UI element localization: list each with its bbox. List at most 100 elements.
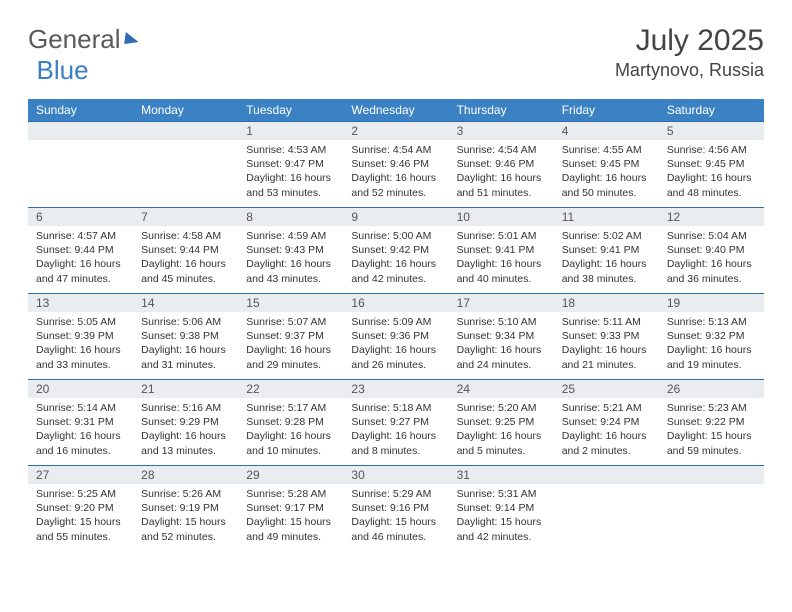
calendar-cell: 20Sunrise: 5:14 AMSunset: 9:31 PMDayligh… [28, 380, 133, 466]
day-details: Sunrise: 4:56 AMSunset: 9:45 PMDaylight:… [659, 140, 764, 206]
day-number: 12 [659, 208, 764, 226]
day-details: Sunrise: 5:07 AMSunset: 9:37 PMDaylight:… [238, 312, 343, 378]
calendar-row: 1Sunrise: 4:53 AMSunset: 9:47 PMDaylight… [28, 122, 764, 208]
calendar-cell: 30Sunrise: 5:29 AMSunset: 9:16 PMDayligh… [343, 466, 448, 552]
triangle-icon [124, 32, 140, 44]
calendar-cell: 19Sunrise: 5:13 AMSunset: 9:32 PMDayligh… [659, 294, 764, 380]
weekday-header: Monday [133, 99, 238, 122]
day-details: Sunrise: 5:26 AMSunset: 9:19 PMDaylight:… [133, 484, 238, 550]
weekday-header: Sunday [28, 99, 133, 122]
day-details: Sunrise: 4:59 AMSunset: 9:43 PMDaylight:… [238, 226, 343, 292]
calendar-row: 20Sunrise: 5:14 AMSunset: 9:31 PMDayligh… [28, 380, 764, 466]
day-number: 21 [133, 380, 238, 398]
day-number: 4 [554, 122, 659, 140]
day-details: Sunrise: 5:06 AMSunset: 9:38 PMDaylight:… [133, 312, 238, 378]
day-number: 17 [449, 294, 554, 312]
month-title: July 2025 [615, 24, 764, 58]
calendar-cell: 3Sunrise: 4:54 AMSunset: 9:46 PMDaylight… [449, 122, 554, 208]
day-details: Sunrise: 4:57 AMSunset: 9:44 PMDaylight:… [28, 226, 133, 292]
calendar: SundayMondayTuesdayWednesdayThursdayFrid… [28, 99, 764, 552]
day-details: Sunrise: 5:11 AMSunset: 9:33 PMDaylight:… [554, 312, 659, 378]
calendar-row: 27Sunrise: 5:25 AMSunset: 9:20 PMDayligh… [28, 466, 764, 552]
day-details: Sunrise: 5:31 AMSunset: 9:14 PMDaylight:… [449, 484, 554, 550]
brand-part1: General [28, 24, 121, 55]
weekday-header: Friday [554, 99, 659, 122]
weekday-header: Saturday [659, 99, 764, 122]
day-number: 13 [28, 294, 133, 312]
calendar-cell: 26Sunrise: 5:23 AMSunset: 9:22 PMDayligh… [659, 380, 764, 466]
day-details: Sunrise: 5:21 AMSunset: 9:24 PMDaylight:… [554, 398, 659, 464]
brand-logo: General [28, 24, 143, 55]
day-details: Sunrise: 4:53 AMSunset: 9:47 PMDaylight:… [238, 140, 343, 206]
day-number: 27 [28, 466, 133, 484]
day-number: 3 [449, 122, 554, 140]
calendar-cell-empty [28, 122, 133, 208]
day-details: Sunrise: 5:20 AMSunset: 9:25 PMDaylight:… [449, 398, 554, 464]
day-details: Sunrise: 5:13 AMSunset: 9:32 PMDaylight:… [659, 312, 764, 378]
day-number: 14 [133, 294, 238, 312]
day-details: Sunrise: 4:55 AMSunset: 9:45 PMDaylight:… [554, 140, 659, 206]
day-details: Sunrise: 5:18 AMSunset: 9:27 PMDaylight:… [343, 398, 448, 464]
calendar-cell: 5Sunrise: 4:56 AMSunset: 9:45 PMDaylight… [659, 122, 764, 208]
calendar-cell: 6Sunrise: 4:57 AMSunset: 9:44 PMDaylight… [28, 208, 133, 294]
day-number: 31 [449, 466, 554, 484]
day-number: 8 [238, 208, 343, 226]
weekday-header: Thursday [449, 99, 554, 122]
day-details: Sunrise: 5:05 AMSunset: 9:39 PMDaylight:… [28, 312, 133, 378]
calendar-cell: 4Sunrise: 4:55 AMSunset: 9:45 PMDaylight… [554, 122, 659, 208]
day-details: Sunrise: 4:54 AMSunset: 9:46 PMDaylight:… [449, 140, 554, 206]
brand-part2: Blue [37, 55, 89, 85]
calendar-cell: 23Sunrise: 5:18 AMSunset: 9:27 PMDayligh… [343, 380, 448, 466]
header: General July 2025 Martynovo, Russia [28, 24, 764, 81]
day-number: 24 [449, 380, 554, 398]
day-number: 11 [554, 208, 659, 226]
calendar-cell: 8Sunrise: 4:59 AMSunset: 9:43 PMDaylight… [238, 208, 343, 294]
day-details: Sunrise: 5:09 AMSunset: 9:36 PMDaylight:… [343, 312, 448, 378]
calendar-cell: 17Sunrise: 5:10 AMSunset: 9:34 PMDayligh… [449, 294, 554, 380]
title-block: July 2025 Martynovo, Russia [615, 24, 764, 81]
calendar-cell-empty [554, 466, 659, 552]
calendar-cell: 2Sunrise: 4:54 AMSunset: 9:46 PMDaylight… [343, 122, 448, 208]
calendar-row: 6Sunrise: 4:57 AMSunset: 9:44 PMDaylight… [28, 208, 764, 294]
day-number: 25 [554, 380, 659, 398]
calendar-cell: 21Sunrise: 5:16 AMSunset: 9:29 PMDayligh… [133, 380, 238, 466]
day-details: Sunrise: 5:17 AMSunset: 9:28 PMDaylight:… [238, 398, 343, 464]
day-number: 7 [133, 208, 238, 226]
day-number: 29 [238, 466, 343, 484]
day-number: 18 [554, 294, 659, 312]
location: Martynovo, Russia [615, 60, 764, 81]
day-details: Sunrise: 5:29 AMSunset: 9:16 PMDaylight:… [343, 484, 448, 550]
day-number: 16 [343, 294, 448, 312]
calendar-cell: 16Sunrise: 5:09 AMSunset: 9:36 PMDayligh… [343, 294, 448, 380]
day-details: Sunrise: 5:23 AMSunset: 9:22 PMDaylight:… [659, 398, 764, 464]
day-number: 23 [343, 380, 448, 398]
day-details: Sunrise: 5:16 AMSunset: 9:29 PMDaylight:… [133, 398, 238, 464]
calendar-cell: 10Sunrise: 5:01 AMSunset: 9:41 PMDayligh… [449, 208, 554, 294]
calendar-cell: 14Sunrise: 5:06 AMSunset: 9:38 PMDayligh… [133, 294, 238, 380]
day-number-empty [659, 466, 764, 484]
day-details: Sunrise: 5:04 AMSunset: 9:40 PMDaylight:… [659, 226, 764, 292]
day-number-empty [133, 122, 238, 140]
day-number: 19 [659, 294, 764, 312]
calendar-cell: 1Sunrise: 4:53 AMSunset: 9:47 PMDaylight… [238, 122, 343, 208]
day-details: Sunrise: 5:02 AMSunset: 9:41 PMDaylight:… [554, 226, 659, 292]
calendar-row: 13Sunrise: 5:05 AMSunset: 9:39 PMDayligh… [28, 294, 764, 380]
calendar-cell: 31Sunrise: 5:31 AMSunset: 9:14 PMDayligh… [449, 466, 554, 552]
calendar-cell: 28Sunrise: 5:26 AMSunset: 9:19 PMDayligh… [133, 466, 238, 552]
day-number: 10 [449, 208, 554, 226]
day-number: 5 [659, 122, 764, 140]
day-details: Sunrise: 5:14 AMSunset: 9:31 PMDaylight:… [28, 398, 133, 464]
day-details: Sunrise: 5:25 AMSunset: 9:20 PMDaylight:… [28, 484, 133, 550]
calendar-body: 1Sunrise: 4:53 AMSunset: 9:47 PMDaylight… [28, 122, 764, 552]
calendar-cell: 13Sunrise: 5:05 AMSunset: 9:39 PMDayligh… [28, 294, 133, 380]
day-number: 28 [133, 466, 238, 484]
day-number: 30 [343, 466, 448, 484]
calendar-cell-empty [659, 466, 764, 552]
day-number: 9 [343, 208, 448, 226]
day-number: 20 [28, 380, 133, 398]
calendar-cell: 27Sunrise: 5:25 AMSunset: 9:20 PMDayligh… [28, 466, 133, 552]
calendar-cell: 25Sunrise: 5:21 AMSunset: 9:24 PMDayligh… [554, 380, 659, 466]
calendar-cell: 11Sunrise: 5:02 AMSunset: 9:41 PMDayligh… [554, 208, 659, 294]
day-number-empty [554, 466, 659, 484]
day-details: Sunrise: 5:28 AMSunset: 9:17 PMDaylight:… [238, 484, 343, 550]
